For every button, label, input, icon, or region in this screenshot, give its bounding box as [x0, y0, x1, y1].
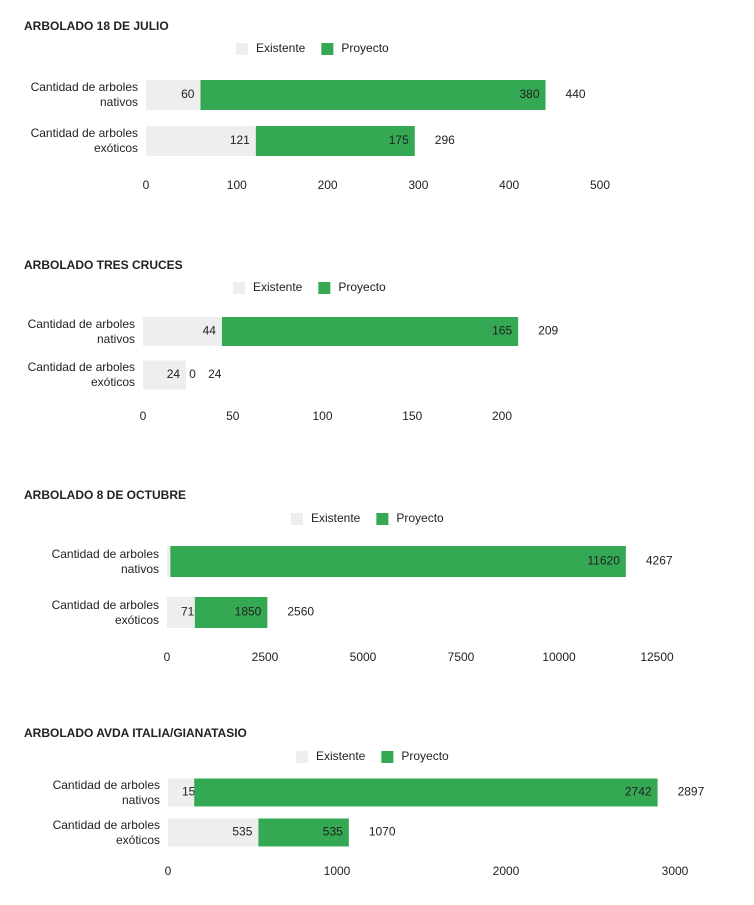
bar [167, 597, 195, 628]
chart-title: ARBOLADO 18 DE JULIO [24, 19, 169, 33]
bar [170, 546, 626, 577]
x-tick-label: 0 [143, 178, 150, 192]
value-label: 121 [230, 133, 250, 147]
legend-swatch [376, 513, 389, 525]
total-label: 440 [566, 87, 586, 101]
bar [255, 126, 415, 156]
x-tick-label: 100 [227, 178, 247, 192]
bar [168, 818, 259, 847]
legend-swatch [318, 282, 331, 294]
legend-swatch [291, 513, 303, 525]
x-tick-label: 200 [318, 178, 338, 192]
bar [200, 80, 546, 110]
bar [168, 778, 195, 807]
total-label: 2560 [287, 605, 314, 619]
chart-title: ARBOLADO 8 DE OCTUBRE [24, 488, 186, 502]
x-tick-label: 50 [226, 409, 240, 423]
bar [143, 360, 187, 390]
bar [167, 546, 171, 577]
total-label: 4267 [646, 554, 673, 568]
category-label: Cantidad de arboles nativos [52, 777, 160, 807]
x-tick-label: 150 [402, 409, 422, 423]
value-label: 60 [181, 87, 195, 101]
legend-label: Proyecto [396, 511, 444, 525]
value-label: 44 [203, 324, 217, 338]
legend-label: Existente [311, 511, 361, 525]
x-tick-label: 12500 [640, 650, 674, 664]
bar [146, 126, 256, 156]
legend-label: Existente [253, 280, 303, 294]
total-label: 24 [208, 367, 222, 381]
category-label: Cantidad de arboles exóticos [27, 360, 135, 389]
value-label: 535 [232, 825, 252, 839]
legend-swatch [381, 751, 394, 763]
x-tick-label: 0 [140, 409, 147, 423]
bar [258, 818, 349, 847]
x-tick-label: 200 [492, 409, 512, 423]
legend-swatch [321, 43, 334, 55]
x-tick-label: 2500 [252, 650, 279, 664]
value-label: 175 [389, 133, 409, 147]
total-label: 2897 [678, 785, 705, 799]
x-tick-label: 7500 [448, 650, 475, 664]
value-label: 0 [189, 367, 196, 381]
category-label: Cantidad de arboles nativos [51, 546, 159, 576]
x-tick-label: 5000 [350, 650, 377, 664]
category-label: Cantidad de arboles exóticos [52, 817, 160, 847]
chart-title: ARBOLADO TRES CRUCES [24, 258, 183, 272]
legend-swatch [233, 282, 245, 294]
x-tick-label: 100 [312, 409, 332, 423]
value-label: 380 [519, 87, 539, 101]
bar [146, 80, 201, 110]
x-tick-label: 10000 [542, 650, 576, 664]
legend-label: Existente [256, 41, 306, 55]
total-label: 1070 [369, 825, 396, 839]
legend-swatch [296, 751, 308, 763]
x-tick-label: 400 [499, 178, 519, 192]
total-label: 209 [538, 324, 558, 338]
legend-swatch [236, 43, 248, 55]
x-tick-label: 300 [408, 178, 428, 192]
value-label: 2742 [625, 785, 652, 799]
legend-label: Proyecto [341, 41, 389, 55]
x-tick-label: 3000 [662, 864, 689, 878]
bar [194, 597, 268, 628]
value-label: 165 [492, 324, 512, 338]
x-tick-label: 500 [590, 178, 610, 192]
value-label: 24 [167, 367, 181, 381]
legend-label: Proyecto [338, 280, 386, 294]
bar [194, 778, 658, 807]
category-label: Cantidad de arboles nativos [27, 316, 135, 346]
x-tick-label: 0 [164, 650, 171, 664]
value-label: 535 [323, 825, 343, 839]
value-label: 11620 [587, 554, 620, 568]
chart-title: ARBOLADO AVDA ITALIA/GIANATASIO [24, 726, 247, 740]
x-tick-label: 0 [165, 864, 172, 878]
bar [221, 317, 519, 346]
x-tick-label: 1000 [324, 864, 351, 878]
total-label: 296 [435, 133, 455, 147]
value-label: 1850 [235, 605, 262, 619]
legend-label: Existente [316, 749, 366, 763]
category-label: Cantidad de arboles exóticos [51, 597, 159, 627]
bar [143, 317, 222, 346]
category-label: Cantidad de arboles nativos [30, 80, 138, 109]
legend-label: Proyecto [401, 749, 449, 763]
x-tick-label: 2000 [493, 864, 520, 878]
category-label: Cantidad de arboles exóticos [30, 126, 138, 155]
